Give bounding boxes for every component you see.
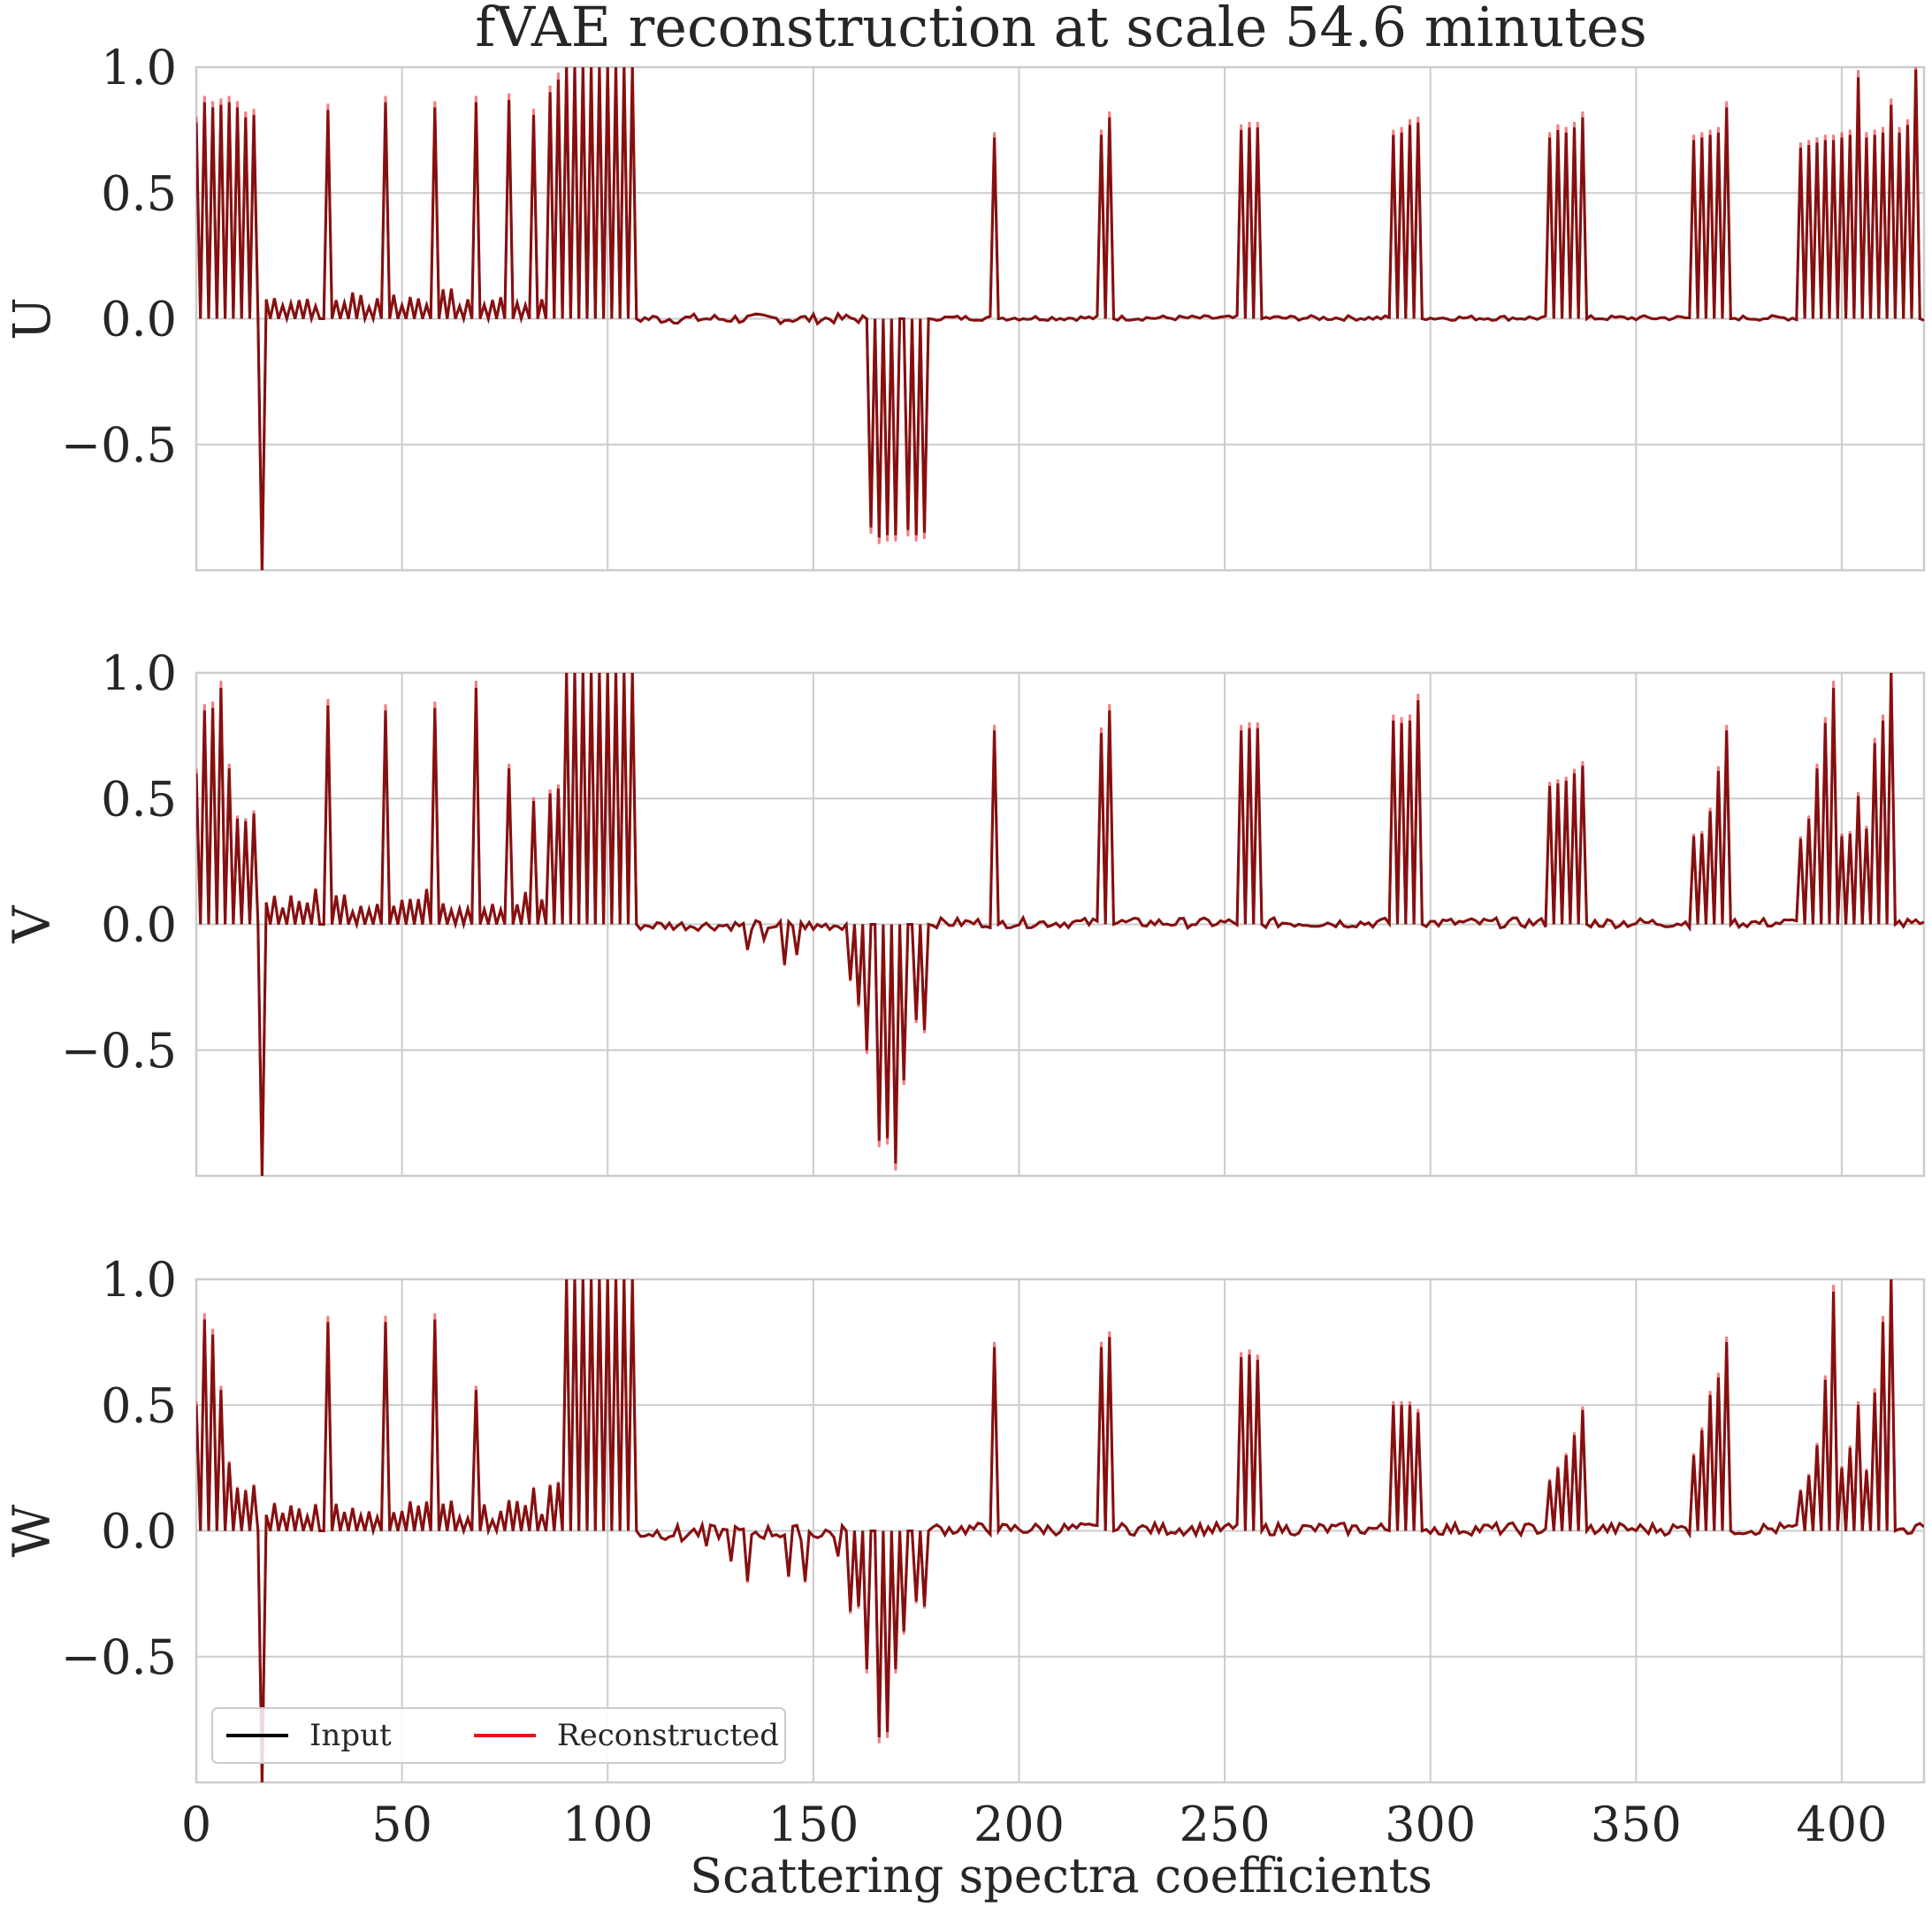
plot-frame [195,671,1926,1178]
x-axis-label: Scattering spectra coefficients [690,1848,1432,1904]
y-tick-label: 1.0 [101,40,177,95]
panel-w: 1.0 0.5 0.0 −0.5 W 0 50 100 150 200 250 300 350 400 In… [2,1252,1926,1852]
legend-label-reconstructed: Reconstructed [557,1718,779,1753]
y-tick-label: −0.5 [61,1023,177,1079]
series-overlap [196,673,1924,1176]
y-tick-label: −0.5 [61,417,177,473]
x-tick-label: 150 [767,1797,859,1852]
plot-frame [195,65,1926,572]
y-axis-label: U [2,297,62,340]
y-tick-label: 0.5 [101,771,177,827]
panels: 1.0 0.5 0.0 −0.5 U 1.0 0.5 0.0 −0.5 V 1.0 0.5 0.0 −0.… [2,40,1926,1852]
x-tick-label: 50 [371,1797,432,1852]
plot-frame [195,1278,1926,1784]
x-tick-label: 350 [1591,1797,1682,1852]
panel-u: 1.0 0.5 0.0 −0.5 U [2,40,1926,572]
chart-title: fVAE reconstruction at scale 54.6 minute… [475,0,1646,59]
y-tick-label: 0.0 [101,292,177,347]
y-tick-label: −0.5 [61,1629,177,1685]
x-tick-label: 300 [1385,1797,1476,1852]
legend-label-input: Input [309,1718,392,1753]
x-tick-label: 400 [1796,1797,1887,1852]
panel-v: 1.0 0.5 0.0 −0.5 V [2,645,1926,1178]
x-tick-label: 100 [562,1797,653,1852]
x-tick-label: 250 [1180,1797,1271,1852]
y-tick-label: 0.5 [101,1377,177,1433]
y-tick-label: 0.0 [101,897,177,953]
y-tick-label: 1.0 [101,1252,177,1308]
x-tick-label: 200 [974,1797,1065,1852]
y-tick-label: 1.0 [101,645,177,701]
y-tick-label: 0.0 [101,1504,177,1560]
legend: Input Reconstructed [211,1707,786,1764]
y-tick-label: 0.5 [101,165,177,221]
y-axis-label: W [2,1504,62,1557]
series-overlap [196,67,1924,570]
series-overlap [196,1279,1924,1782]
y-axis-label: V [2,904,62,943]
x-tick-label: 0 [181,1797,211,1852]
